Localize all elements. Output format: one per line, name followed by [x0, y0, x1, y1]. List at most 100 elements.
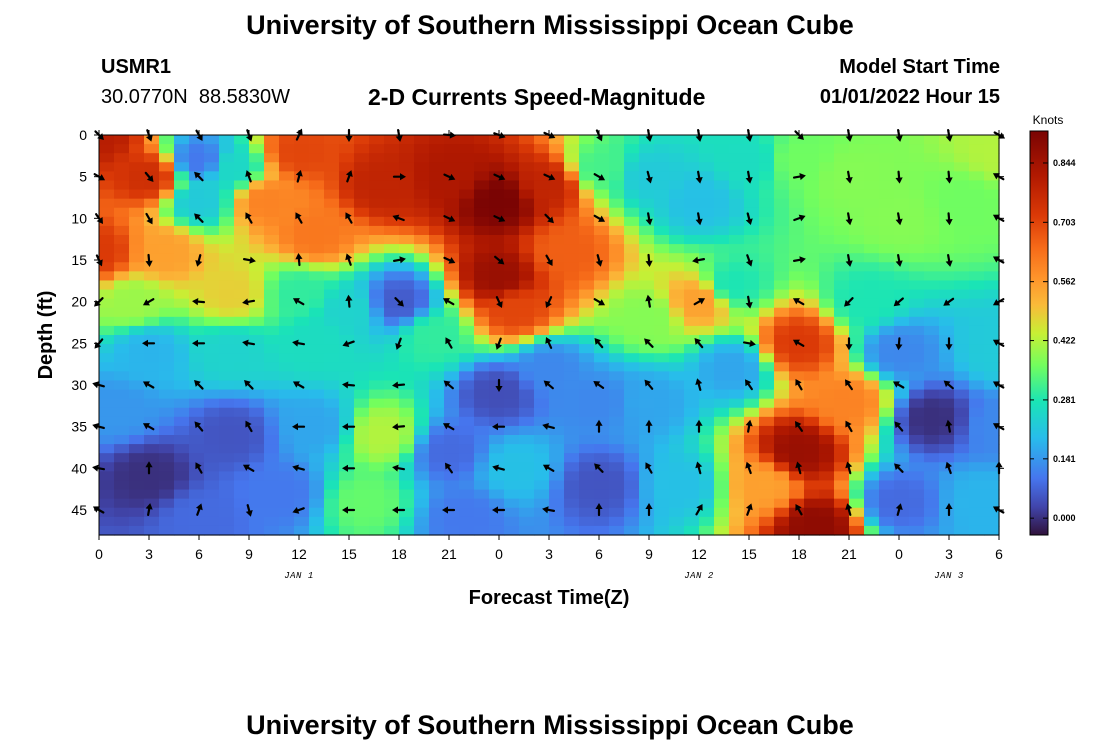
heatmap-cell — [444, 489, 460, 500]
heatmap-cell — [414, 298, 430, 309]
heatmap-cell — [339, 335, 355, 345]
heatmap-cell — [114, 425, 130, 436]
heatmap-cell — [699, 307, 715, 318]
heatmap-cell — [894, 289, 910, 300]
heatmap-cell — [399, 480, 415, 491]
heatmap-cell — [939, 225, 955, 236]
arrow-head — [345, 294, 353, 302]
heatmap-cell — [684, 325, 700, 336]
heatmap-cell — [459, 180, 475, 191]
heatmap-cell — [969, 207, 985, 218]
heatmap-cell — [399, 307, 415, 318]
heatmap-cell — [879, 198, 895, 209]
heatmap-cell — [279, 307, 295, 318]
heatmap-cell — [504, 298, 520, 309]
heatmap-cell — [924, 307, 940, 318]
heatmap-cell — [174, 298, 190, 309]
heatmap-cell — [639, 407, 655, 418]
heatmap-cell — [834, 444, 850, 454]
heatmap-cell — [264, 444, 280, 454]
heatmap-cell — [879, 398, 895, 409]
heatmap-cell — [519, 298, 535, 309]
heatmap-cell — [579, 462, 595, 472]
arrow-head — [145, 461, 153, 468]
heatmap-cell — [279, 516, 295, 527]
heatmap-cell — [669, 471, 685, 482]
heatmap-cell — [879, 235, 895, 245]
heatmap-cell — [489, 516, 505, 527]
heatmap-cell — [519, 144, 535, 154]
heatmap-cell — [804, 444, 820, 454]
heatmap-cell — [384, 407, 400, 418]
heatmap-cell — [699, 289, 715, 300]
heatmap-cell — [309, 180, 325, 191]
heatmap-cell — [204, 244, 220, 254]
heatmap-cell — [969, 135, 985, 145]
heatmap-cell — [594, 189, 610, 200]
heatmap-cell — [879, 216, 895, 227]
heatmap-cell — [234, 325, 250, 336]
heatmap-cell — [264, 307, 280, 318]
heatmap-cell — [774, 153, 790, 163]
heatmap-cell — [849, 262, 865, 272]
heatmap-cell — [534, 425, 550, 436]
heatmap-cell — [939, 198, 955, 209]
heatmap-cell — [729, 289, 745, 300]
heatmap-cell — [609, 462, 625, 472]
heatmap-cell — [249, 371, 265, 382]
heatmap-cell — [699, 498, 715, 509]
heatmap-cell — [744, 153, 760, 163]
heatmap-cell — [714, 425, 730, 436]
current-arrow — [95, 213, 104, 225]
heatmap-cell — [474, 198, 490, 209]
colorbar-tick-label: 0.281 — [1053, 395, 1076, 405]
current-arrow — [645, 253, 653, 267]
heatmap-cell — [504, 216, 520, 227]
heatmap-cell — [834, 271, 850, 282]
heatmap-cell — [264, 289, 280, 300]
heatmap-cell — [549, 516, 565, 527]
heatmap-cell — [759, 371, 775, 382]
heatmap-cell — [684, 171, 700, 182]
heatmap-cell — [639, 316, 655, 327]
heatmap-cell — [819, 398, 835, 409]
heatmap-cell — [699, 389, 715, 400]
heatmap-cell — [429, 516, 445, 527]
current-arrow — [544, 213, 554, 224]
arrow-head — [992, 299, 1000, 306]
heatmap-cell — [909, 462, 925, 472]
heatmap-cell — [549, 262, 565, 272]
heatmap-cell — [534, 344, 550, 354]
heatmap-cell — [354, 353, 370, 363]
heatmap-cell — [309, 198, 325, 209]
heatmap-cell — [939, 271, 955, 282]
heatmap-cell — [399, 225, 415, 236]
heatmap-cell — [204, 353, 220, 363]
heatmap-cell — [849, 444, 865, 454]
heatmap-cell — [114, 335, 130, 345]
heatmap-cell — [264, 207, 280, 218]
heatmap-cell — [639, 225, 655, 236]
heatmap-cell — [174, 407, 190, 418]
heatmap-cell — [114, 453, 130, 463]
arrow-head — [495, 343, 503, 350]
heatmap-cell — [594, 398, 610, 409]
heatmap-cell — [549, 153, 565, 163]
heatmap-cell — [834, 189, 850, 200]
heatmap-cell — [234, 207, 250, 218]
arrow-head — [795, 461, 803, 469]
colorbar-tick-label: 0.703 — [1053, 217, 1076, 227]
heatmap-cell — [834, 407, 850, 418]
heatmap-cell — [204, 253, 220, 263]
heatmap-cell — [819, 144, 835, 154]
heatmap-cell — [549, 144, 565, 154]
current-arrow — [345, 170, 353, 183]
heatmap-cell — [909, 162, 925, 172]
heatmap-cell — [504, 253, 520, 263]
heatmap-cell — [264, 235, 280, 245]
heatmap-cell — [339, 171, 355, 182]
heatmap-cell — [444, 371, 460, 382]
heatmap-cell — [759, 489, 775, 500]
heatmap-cell — [459, 380, 475, 391]
heatmap-cell — [204, 216, 220, 227]
